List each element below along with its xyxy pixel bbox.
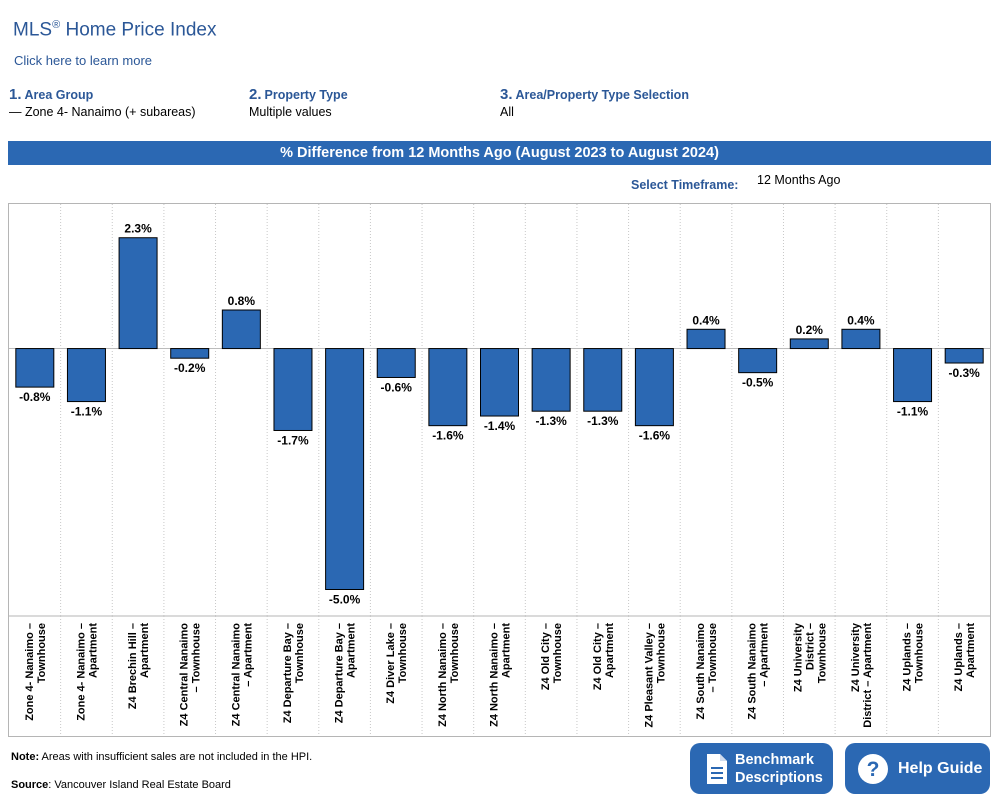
learn-more-link[interactable]: Click here to learn more xyxy=(14,53,152,68)
filter-area-property-selection-value[interactable]: All xyxy=(500,105,514,119)
filter-area-group: 1. Area Group — Zone 4- Nanaimo (+ subare… xyxy=(9,86,196,119)
page-title: MLS® Home Price Index xyxy=(13,19,217,41)
category-label: Zone 4- Nanaimo –Townhouse xyxy=(24,623,48,721)
data-label: -1.3% xyxy=(587,414,619,428)
help-guide-button[interactable]: ? Help Guide xyxy=(845,743,990,794)
timeframe-select[interactable]: 12 Months Ago xyxy=(757,173,841,187)
bar[interactable] xyxy=(583,348,623,412)
benchmark-descriptions-button[interactable]: Benchmark Descriptions xyxy=(690,743,833,794)
data-label: -0.6% xyxy=(381,380,413,394)
category-label: Z4 UniversityDistrict – Apartment xyxy=(850,622,874,728)
category-label: Z4 Departure Bay –Apartment xyxy=(334,623,358,724)
data-label: 2.3% xyxy=(124,222,152,236)
filter-area-property-selection: 3. Area/Property Type Selection All xyxy=(500,86,689,119)
data-label: -5.0% xyxy=(329,592,361,606)
category-label: Zone 4- Nanaimo –Apartment xyxy=(75,623,99,721)
bar[interactable] xyxy=(221,309,261,350)
filter-property-type-value[interactable]: Multiple values xyxy=(249,105,332,119)
category-label: Z4 Uplands –Apartment xyxy=(953,623,977,692)
chart-title: % Difference from 12 Months Ago (August … xyxy=(8,141,991,165)
chart-grid xyxy=(9,204,990,736)
timeframe-label: Select Timeframe: xyxy=(631,178,739,192)
category-label: Z4 Old City –Townhouse xyxy=(540,623,564,690)
data-label: -1.6% xyxy=(639,429,671,443)
bar[interactable] xyxy=(15,348,55,388)
bar[interactable] xyxy=(531,348,571,412)
filter-property-type-label: 2. Property Type xyxy=(249,86,348,103)
data-label: -0.8% xyxy=(19,390,51,404)
category-label: Z4 North Nanaimo –Townhouse xyxy=(437,623,461,727)
data-label: -1.4% xyxy=(484,419,516,433)
bar[interactable] xyxy=(118,237,158,350)
bar[interactable] xyxy=(170,348,210,359)
bar-chart: -0.8% -1.1% 2.3% -0.2% 0.8% -1.7% -5.0% -0.6% -1… xyxy=(8,203,991,737)
plot-border xyxy=(8,203,991,737)
category-label: Z4 South Nanaimo– Apartment xyxy=(747,623,771,720)
bar[interactable] xyxy=(789,338,829,350)
category-labels: Zone 4- Nanaimo –Townhouse Zone 4- Nanaim… xyxy=(24,622,977,728)
data-label: -0.3% xyxy=(949,366,981,380)
category-label: Z4 UniversityDistrict –Townhouse xyxy=(792,622,828,692)
category-label: Z4 Central Nanaimo– Apartment xyxy=(230,623,254,727)
filter-area-property-selection-label: 3. Area/Property Type Selection xyxy=(500,86,689,103)
data-label: -1.7% xyxy=(277,433,309,447)
data-label: 0.2% xyxy=(796,323,824,337)
bar[interactable] xyxy=(686,328,726,350)
filter-property-type: 2. Property Type Multiple values xyxy=(249,86,348,119)
data-label: -1.1% xyxy=(71,405,103,419)
category-label: Z4 Pleasant Valley –Townhouse xyxy=(643,623,667,728)
filter-area-group-value[interactable]: — Zone 4- Nanaimo (+ subareas) xyxy=(9,105,196,119)
chart-bars: -0.8% -1.1% 2.3% -0.2% 0.8% -1.7% -5.0% -0.6% -1… xyxy=(15,222,984,606)
category-label: Z4 South Nanaimo– Townhouse xyxy=(695,623,719,720)
category-label: Z4 Old City –Apartment xyxy=(592,623,616,691)
bar[interactable] xyxy=(325,348,365,590)
bar[interactable] xyxy=(66,348,106,403)
bar[interactable] xyxy=(738,348,778,374)
bar[interactable] xyxy=(944,348,984,364)
bar[interactable] xyxy=(893,348,933,403)
category-label: Z4 Departure Bay –Townhouse xyxy=(282,623,306,723)
bar[interactable] xyxy=(273,348,313,431)
category-label: Z4 Central Nanaimo– Townhouse xyxy=(179,623,203,727)
category-label: Z4 North Nanaimo –Apartment xyxy=(489,623,513,727)
source-text: Source: Vancouver Island Real Estate Boa… xyxy=(11,779,231,791)
note-text: Note: Areas with insufficient sales are … xyxy=(11,751,313,763)
data-label: -1.1% xyxy=(897,405,929,419)
filter-area-group-label: 1. Area Group xyxy=(9,86,94,103)
data-label: -1.3% xyxy=(535,414,567,428)
bar[interactable] xyxy=(841,328,881,350)
bar[interactable] xyxy=(634,348,674,427)
question-icon: ? xyxy=(858,753,888,784)
category-label: Z4 Diver Lake –Townhouse xyxy=(385,623,409,704)
bar[interactable] xyxy=(376,348,416,378)
svg-text:?: ? xyxy=(867,758,880,781)
bar[interactable] xyxy=(480,348,519,417)
data-label: -0.2% xyxy=(174,361,206,375)
category-label: Z4 Uplands –Townhouse xyxy=(902,623,926,691)
data-label: 0.8% xyxy=(228,294,256,308)
data-label: -0.5% xyxy=(742,376,774,390)
benchmark-button-label: Benchmark Descriptions xyxy=(735,751,823,786)
help-button-label: Help Guide xyxy=(898,759,983,777)
data-label: 0.4% xyxy=(847,313,875,327)
data-label: -1.6% xyxy=(432,429,464,443)
data-label: 0.4% xyxy=(692,313,720,327)
category-label: Z4 Brechin Hill –Apartment xyxy=(127,623,151,710)
bar[interactable] xyxy=(428,348,468,427)
document-icon xyxy=(707,753,727,784)
